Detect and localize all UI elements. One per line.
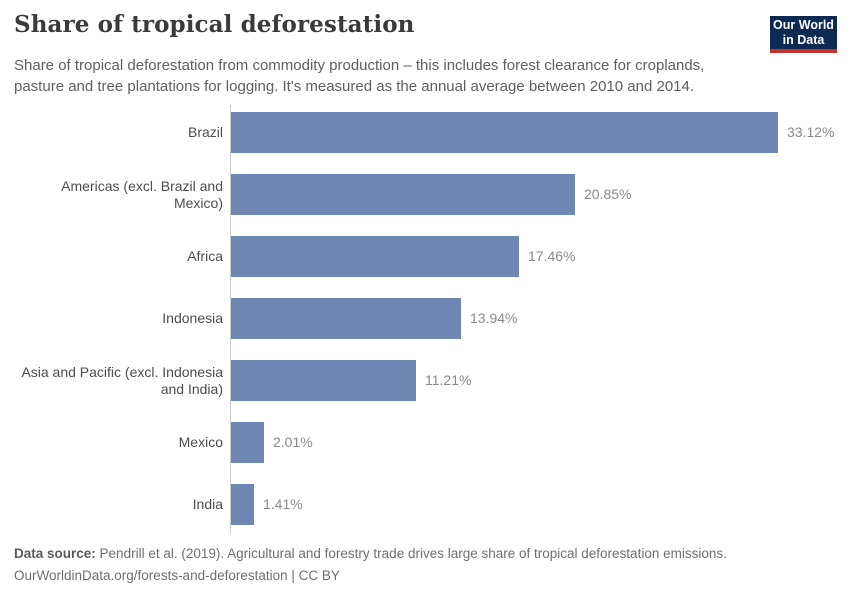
value-label: 2.01% <box>273 434 313 450</box>
owid-logo-accent-bar <box>770 49 837 53</box>
data-source-label: Data source: <box>14 546 96 561</box>
category-label: Mexico <box>178 434 223 450</box>
license-line: OurWorldinData.org/forests-and-deforesta… <box>14 568 340 583</box>
category-label: Asia and Pacific (excl. Indonesia and In… <box>21 363 223 397</box>
bar-row: Indonesia 13.94% <box>0 298 850 339</box>
bar[interactable] <box>231 422 264 463</box>
value-label: 11.21% <box>425 372 472 388</box>
category-label: Africa <box>187 248 223 264</box>
bar-row: Brazil 33.12% <box>0 112 850 153</box>
category-label: Indonesia <box>162 310 223 326</box>
bar-row: Mexico 2.01% <box>0 422 850 463</box>
value-label: 20.85% <box>584 186 632 202</box>
y-axis-line <box>230 105 231 533</box>
bar-row: Americas (excl. Brazil and Mexico) 20.85% <box>0 174 850 215</box>
value-label: 17.46% <box>528 248 576 264</box>
value-label: 1.41% <box>263 496 303 512</box>
owid-logo-line2: in Data <box>782 33 825 47</box>
data-source-line: Data source: Pendrill et al. (2019). Agr… <box>14 543 834 565</box>
category-label: Americas (excl. Brazil and Mexico) <box>61 177 223 211</box>
bar-chart: Brazil 33.12% Americas (excl. Brazil and M… <box>0 105 850 533</box>
bar[interactable] <box>231 112 778 153</box>
owid-logo-line1: Our World <box>773 18 834 32</box>
chart-subtitle: Share of tropical deforestation from com… <box>14 57 705 95</box>
bar[interactable] <box>231 360 416 401</box>
bar[interactable] <box>231 484 254 525</box>
owid-logo-text: Our World in Data <box>770 16 837 49</box>
category-label: India <box>192 496 223 512</box>
bar-row: Asia and Pacific (excl. Indonesia and In… <box>0 360 850 401</box>
value-label: 13.94% <box>470 310 518 326</box>
bar-row: India 1.41% <box>0 484 850 525</box>
chart-footer: Data source: Pendrill et al. (2019). Agr… <box>14 543 834 587</box>
bar[interactable] <box>231 298 461 339</box>
bar[interactable] <box>231 236 519 277</box>
page-title: Share of tropical deforestation <box>14 11 415 38</box>
value-label: 33.12% <box>787 124 835 140</box>
bar[interactable] <box>231 174 575 215</box>
category-label: Brazil <box>187 124 223 140</box>
owid-logo[interactable]: Our World in Data <box>770 16 837 53</box>
bar-row: Africa 17.46% <box>0 236 850 277</box>
data-source-text: Pendrill et al. (2019). Agricultural and… <box>99 546 727 561</box>
